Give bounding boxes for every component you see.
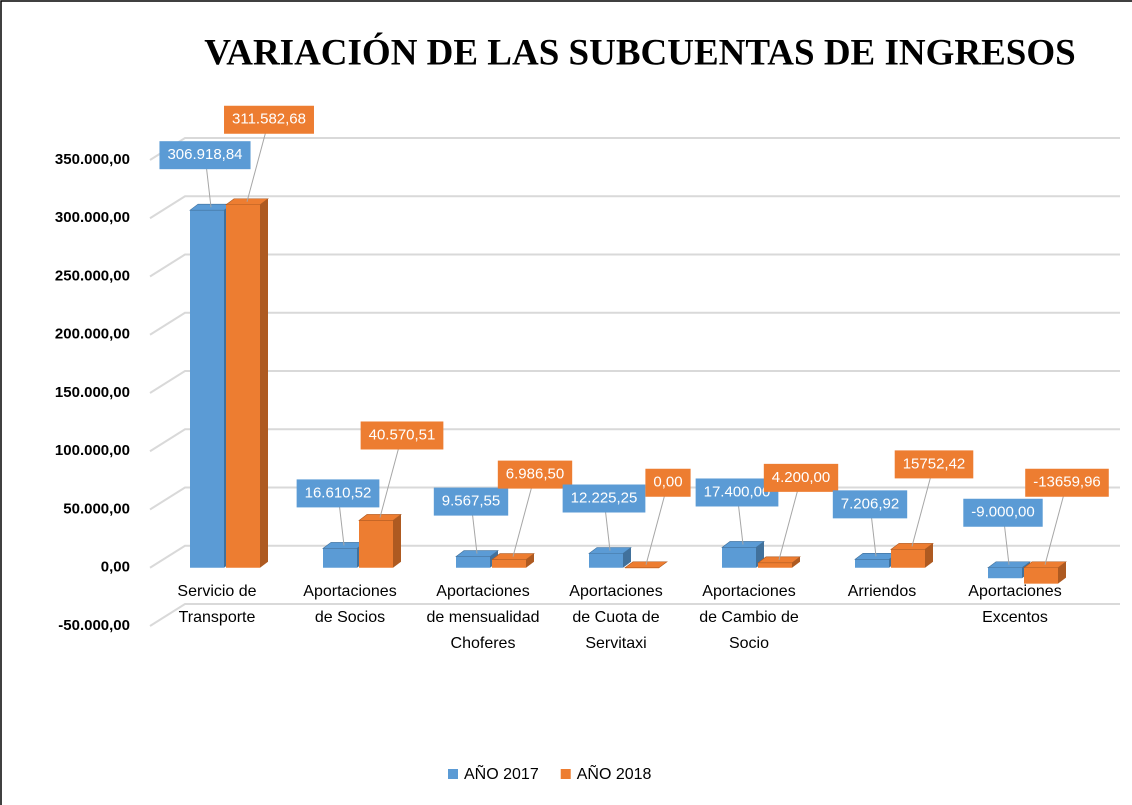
bar-front: [758, 562, 792, 568]
bar-side: [792, 556, 800, 568]
bar-side: [393, 514, 401, 568]
y-tick-label: 100.000,00: [55, 442, 130, 459]
value-label: 4.200,00: [772, 469, 830, 486]
x-tick-label: Servicio de Transporte: [177, 583, 256, 626]
x-tick-label: Arriendos: [848, 583, 916, 600]
y-tick-label: -50.000,00: [58, 617, 130, 634]
value-label-box: [360, 421, 444, 450]
value-label: 306.918,84: [167, 146, 242, 163]
value-label: 15752,42: [903, 455, 966, 472]
bar-front: [722, 547, 756, 568]
legend-label: AÑO 2018: [577, 763, 652, 783]
value-label: 7.206,92: [841, 495, 899, 512]
value-label: 16.610,52: [305, 484, 372, 501]
legend-swatch: [560, 769, 571, 779]
bar-side: [526, 553, 534, 568]
grid: -50.000,00 0,00 50.000,00 100.000,00 150.000…: [55, 137, 1120, 652]
bar: [588, 547, 632, 568]
bar: [890, 543, 934, 568]
value-label-box: [1025, 468, 1109, 497]
value-label-box: [497, 460, 573, 489]
grid-line: [149, 253, 1120, 278]
legend-label: AÑO 2017: [464, 763, 539, 783]
value-label-box: [963, 498, 1043, 527]
bar-front: [190, 210, 224, 568]
x-tick-label: Aportaciones de Cambio de Socio: [699, 583, 799, 652]
bar: [322, 542, 366, 568]
value-label: 40.570,51: [369, 426, 436, 443]
value-label: 9.567,55: [442, 493, 500, 510]
bar-side: [925, 543, 933, 568]
value-label-box: [645, 468, 691, 497]
x-tick-label: Aportaciones Excentos: [968, 583, 1061, 626]
value-label-box: [894, 450, 974, 479]
bar-front: [359, 520, 393, 568]
bar-side: [623, 547, 631, 568]
bar-front: [323, 548, 357, 568]
value-label: 311.582,68: [232, 111, 306, 128]
x-tick-label: Aportaciones de Socios: [303, 583, 396, 626]
value-label: -9.000,00: [971, 504, 1034, 521]
bar-side: [260, 198, 268, 568]
bar-side: [1058, 561, 1066, 584]
y-tick-label: 200.000,00: [55, 326, 130, 343]
grid-line: [149, 428, 1120, 453]
bar-front: [855, 559, 889, 568]
value-label: 12.225,25: [571, 489, 638, 506]
legend-swatch: [448, 769, 458, 779]
bar-front: [492, 559, 526, 568]
bar: [358, 514, 402, 568]
value-label-box: [296, 479, 380, 508]
value-labels: 306.918,84 311.582,68 16.610,52 40.570,51 9.…: [159, 105, 1109, 565]
x-tick-label: Aportaciones de mensualidad Choferes: [427, 583, 540, 652]
chart-title: VARIACIÓN DE LAS SUBCUENTAS DE INGRESOS: [204, 31, 1075, 73]
bar: [225, 198, 269, 568]
grid-line: [149, 603, 1120, 627]
y-tick-label: 350.000,00: [55, 151, 130, 168]
value-label-box: [832, 490, 908, 519]
value-label-box: [224, 105, 314, 134]
bar: [1023, 561, 1067, 584]
bar-front: [988, 567, 1022, 579]
y-tick-label: 250.000,00: [55, 267, 130, 284]
value-label: 6.986,50: [506, 466, 564, 483]
bar-front: [891, 549, 925, 568]
grid-line: [149, 311, 1120, 336]
grid-line: [149, 544, 1120, 569]
value-label: 0,00: [653, 474, 682, 491]
bar: [189, 203, 233, 568]
bar-front: [226, 204, 260, 568]
bar-front: [589, 553, 623, 568]
value-label-box: [159, 141, 251, 170]
bar: [721, 541, 765, 568]
value-label-box: [763, 463, 839, 492]
value-label-box: [562, 484, 646, 513]
value-label: -13659,96: [1033, 474, 1101, 491]
grid-line: [149, 370, 1120, 394]
value-label-box: [433, 487, 509, 516]
grid-line: [149, 195, 1120, 220]
bar-front: [1024, 567, 1058, 584]
bar-front: [456, 556, 490, 568]
y-tick-label: 50.000,00: [63, 500, 130, 517]
y-tick-label: 150.000,00: [55, 384, 130, 401]
value-label: 17.400,00: [704, 483, 771, 500]
y-tick-label: 300.000,00: [55, 209, 130, 226]
y-tick-label: 0,00: [101, 559, 130, 576]
x-tick-label: Aportaciones de Cuota de Servitaxi: [569, 583, 662, 652]
